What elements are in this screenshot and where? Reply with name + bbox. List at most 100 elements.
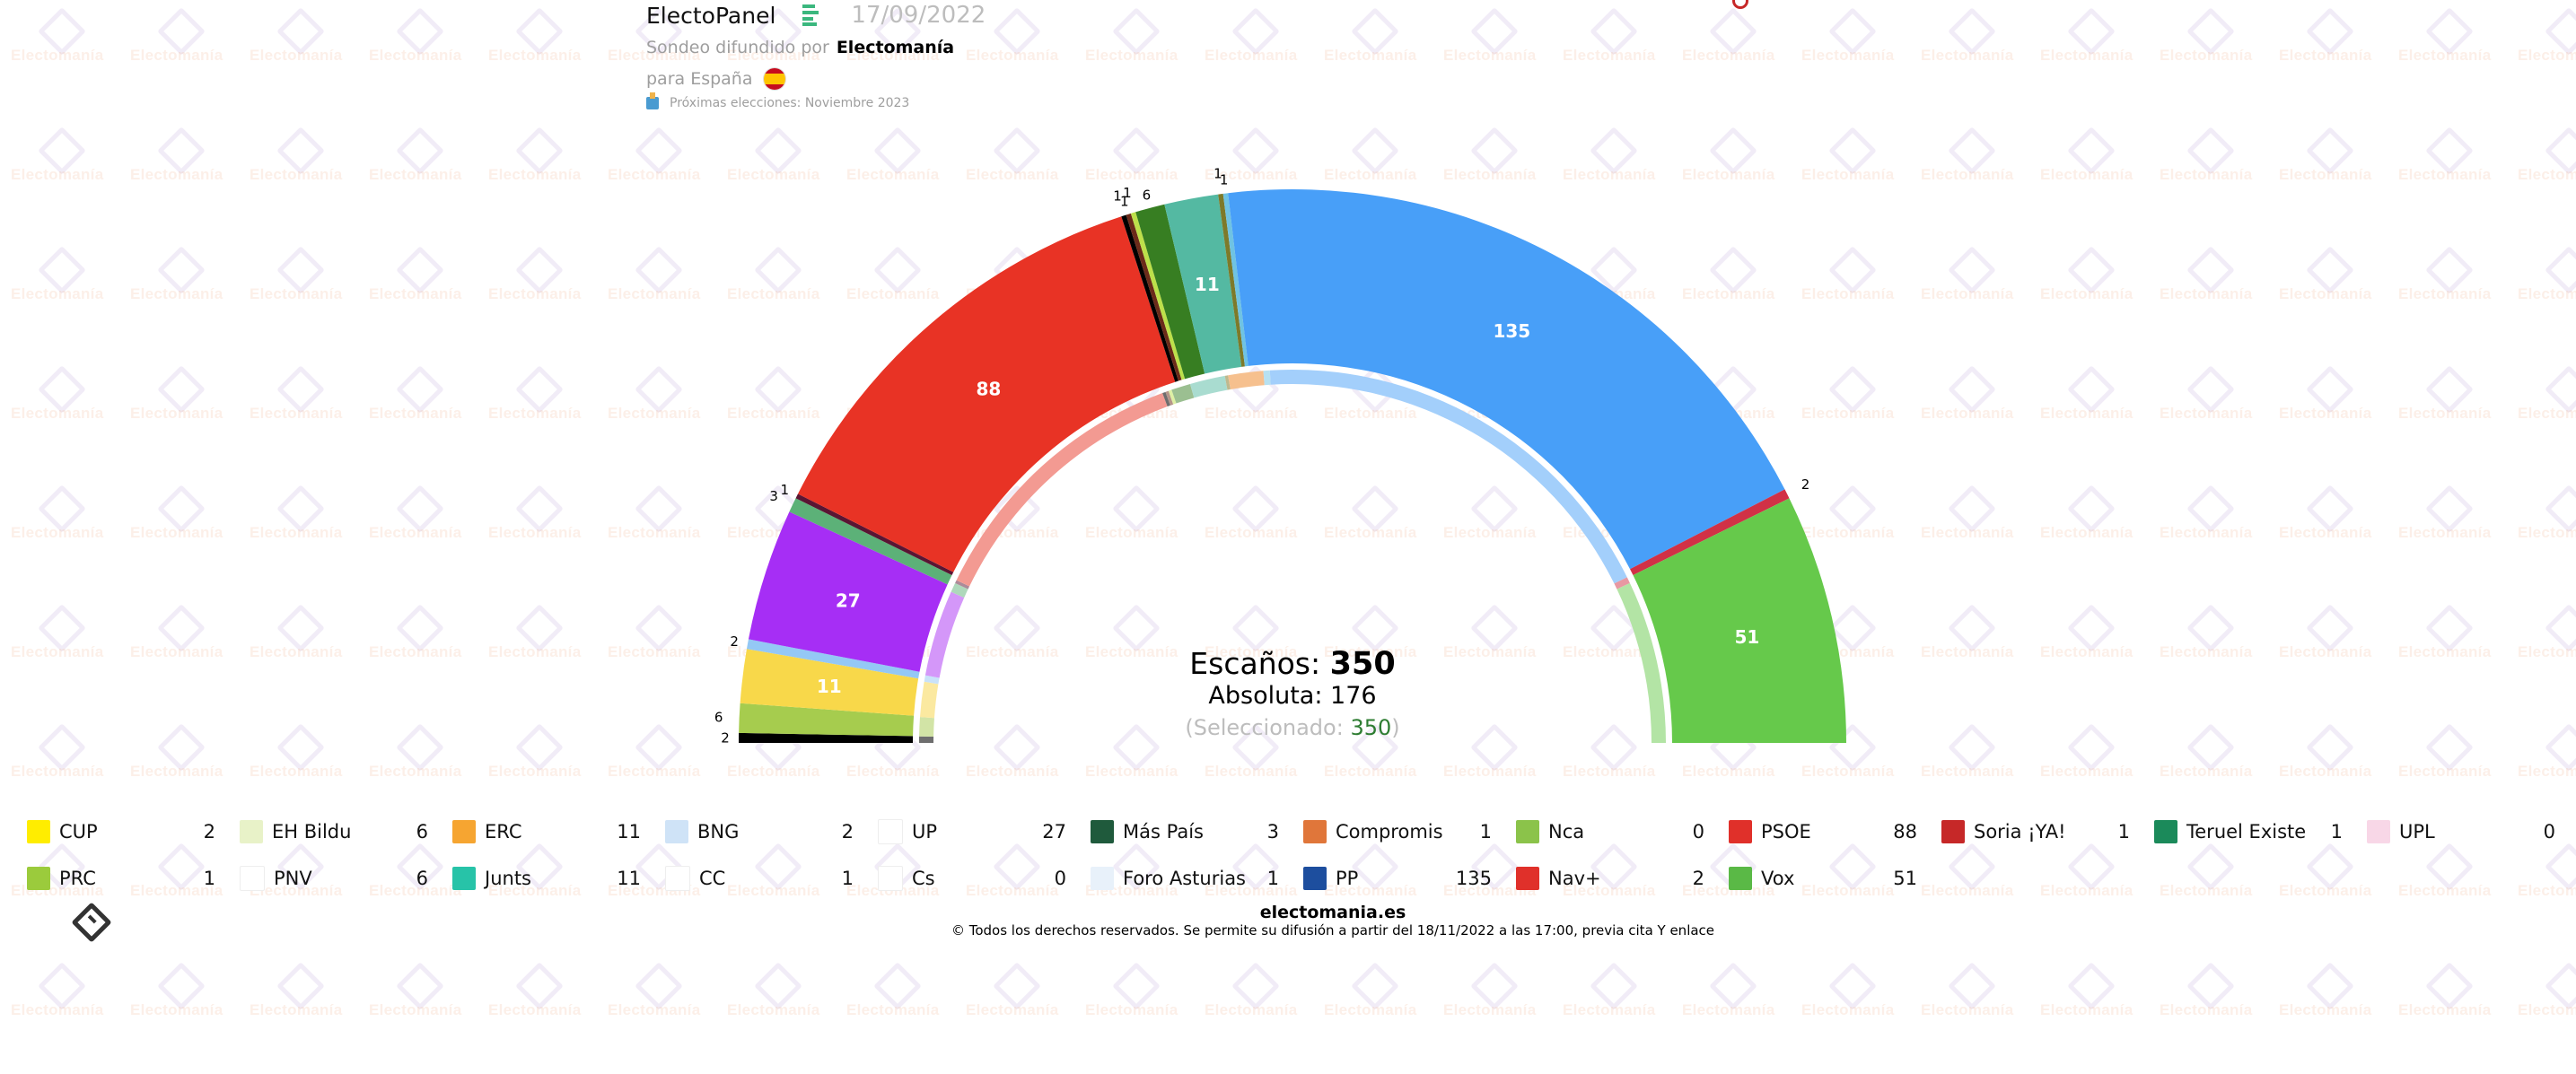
seat-segment-teruel-existe[interactable] [1126,213,1182,381]
inner-ring-segment [1162,391,1170,407]
seat-segment-vox[interactable] [1633,498,1846,743]
seat-label-outside: 1 [1220,172,1229,188]
legend-party-name: UPL [2399,821,2435,843]
legend-item-upl[interactable]: UPL 0 [2340,818,2555,845]
legend-item-prc[interactable]: PRC 1 [0,865,215,892]
inner-ring-segment [919,736,934,743]
legend-item-vox[interactable]: Vox 51 [1702,865,1917,892]
seat-label-outside: 2 [721,729,730,746]
seat-label-inside: 135 [1493,320,1530,342]
soria-ya-logo-icon [1941,820,1965,843]
seat-segment-cup[interactable] [739,732,914,743]
seat-segment-bng[interactable] [746,639,920,679]
seat-label-outside: 2 [1801,476,1810,493]
seat-segment-psoe[interactable] [797,216,1176,572]
legend-party-seats: 1 [2117,821,2130,843]
legend-party-name: PNV [274,868,312,889]
legend-item-psoe[interactable]: PSOE 88 [1702,818,1917,845]
legend-item-m-s-pa-s[interactable]: Más País 3 [1064,818,1279,845]
seat-segment-pp[interactable] [1228,189,1785,570]
inner-ring-segment [1189,375,1228,398]
legend-party-name: CUP [59,821,98,843]
legend-party-name: Más País [1123,821,1204,843]
junts-logo-icon [452,867,476,890]
published-by[interactable]: Electomanía [836,38,955,57]
legend-party-seats: 2 [203,821,215,843]
seat-segment-junts[interactable] [1164,194,1242,374]
legend-party-seats: 27 [1042,821,1066,843]
seat-segment-pnv[interactable] [1135,204,1205,380]
majority-value: 176 [1330,682,1377,710]
seat-label-outside: 6 [714,709,723,725]
place-prefix: para España [646,69,753,89]
vox-logo-icon [1729,867,1752,890]
legend-party-seats: 0 [1054,868,1066,889]
legend-item-compromis[interactable]: Compromis 1 [1276,818,1492,845]
cup-logo-icon [27,820,50,843]
seat-segment-up[interactable] [748,511,948,672]
seats-total: Escaños: 350 [1113,646,1472,682]
prc-logo-icon [27,867,50,890]
inner-ring-segment [951,582,968,598]
seat-label-outside: 1 [1123,185,1132,201]
seat-segment-soria-ya-[interactable] [1121,214,1178,382]
legend-party-name: Soria ¡YA! [1974,821,2066,843]
legend-party-name: Cs [912,868,935,889]
inner-ring-segment [920,681,939,719]
footer-site[interactable]: electomania.es [1259,903,1406,922]
legend-party-seats: 0 [1692,821,1704,843]
legend-party-name: EH Bildu [272,821,352,843]
seat-segment-nav-[interactable] [1630,489,1790,576]
ballot-box-icon [646,92,659,109]
legend-item-cup[interactable]: CUP 2 [0,818,215,845]
inner-ring-segment [924,675,940,685]
legend-party-name: ERC [485,821,522,843]
majority: Absoluta: 176 [1113,682,1472,710]
legend-party-seats: 51 [1893,868,1917,889]
seat-segment-cc[interactable] [1218,193,1245,367]
legend-item-foro-asturias[interactable]: Foro Asturias 1 [1064,865,1279,892]
legend-party-name: Vox [1761,868,1795,889]
seat-segment-compromis[interactable] [795,493,954,576]
legend-item-erc[interactable]: ERC 11 [425,818,641,845]
nca-logo-icon [1516,820,1539,843]
legend-item-bng[interactable]: BNG 2 [638,818,854,845]
legend-party-name: Compromis [1336,821,1443,843]
inner-ring-segment [1171,383,1195,404]
legend-item-up[interactable]: UP 27 [851,818,1066,845]
legend-item-pnv[interactable]: PNV 6 [213,865,428,892]
legend-item-cs[interactable]: Cs 0 [851,865,1066,892]
legend-party-seats: 6 [416,821,428,843]
inner-ring-segment [1165,390,1174,406]
inner-ring-segment [1168,389,1177,405]
compromis-logo-icon [1303,820,1327,843]
legend-party-name: Teruel Existe [2186,821,2307,843]
legend-item-pp[interactable]: PP 135 [1276,865,1492,892]
legend-item-soria-ya-[interactable]: Soria ¡YA! 1 [1914,818,2130,845]
legend-item-junts[interactable]: Junts 11 [425,865,641,892]
legend-party-seats: 0 [2543,821,2555,843]
legend-item-nca[interactable]: Nca 0 [1489,818,1704,845]
legend-party-seats: 2 [1692,868,1704,889]
legend-party-name: PP [1336,868,1359,889]
published-by-prefix: Sondeo difundido por [646,38,829,57]
legend-item-teruel-existe[interactable]: Teruel Existe 1 [2127,818,2343,845]
legend-item-nav-[interactable]: Nav+ 2 [1489,865,1704,892]
cc-logo-icon [665,866,690,891]
seat-segment-m-s-pa-s[interactable] [789,498,952,585]
seat-segment-erc[interactable] [740,649,919,716]
legend-party-name: CC [699,868,726,889]
seat-label-outside: 1 [1113,188,1122,204]
legend-party-seats: 6 [416,868,428,889]
seat-segment-prc[interactable] [1130,212,1186,380]
seat-segment-foro-asturias[interactable] [1222,193,1249,367]
legend-party-name: Nav+ [1548,868,1601,889]
psoe-logo-icon [1729,820,1752,843]
legend-item-eh-bildu[interactable]: EH Bildu 6 [213,818,428,845]
legend-party-seats: 3 [1266,821,1279,843]
legend-party-name: Nca [1548,821,1585,843]
legend-item-cc[interactable]: CC 1 [638,865,854,892]
inner-ring-segment [956,393,1168,587]
seat-segment-eh-bildu[interactable] [739,703,915,737]
